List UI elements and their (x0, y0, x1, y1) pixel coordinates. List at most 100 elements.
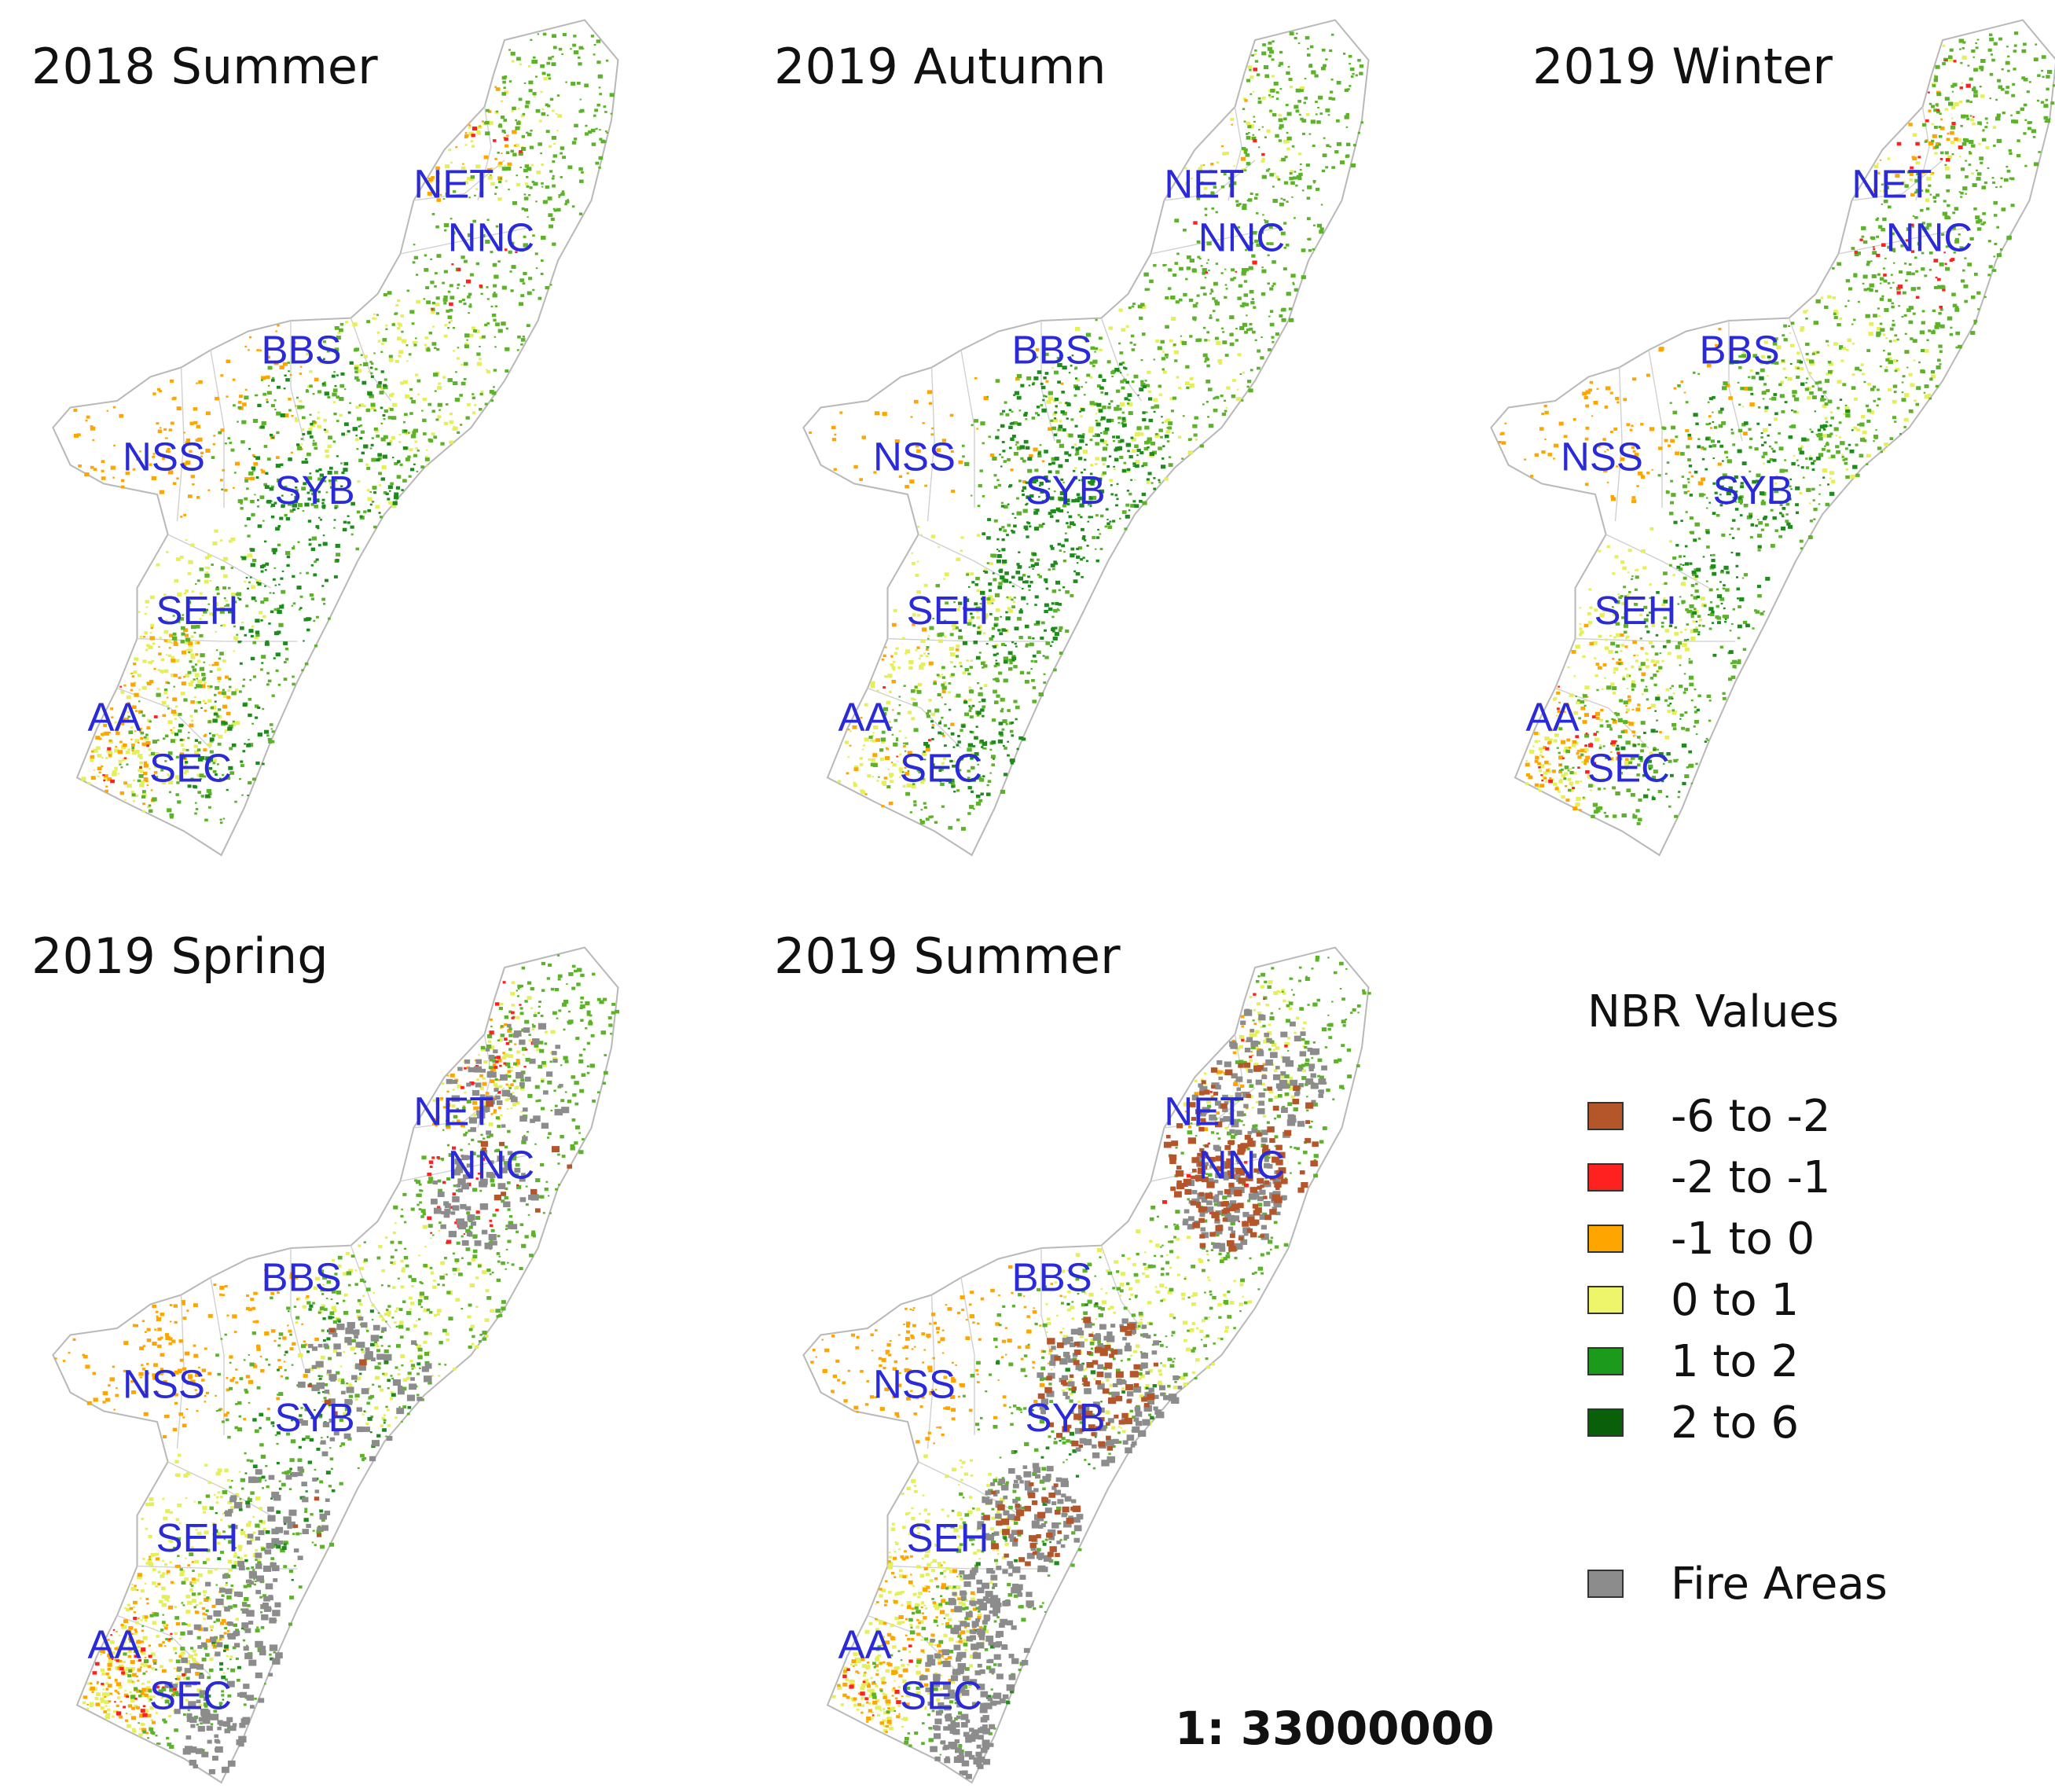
region-label: AA (839, 695, 892, 740)
region-label: SYB (1026, 1395, 1106, 1440)
bioregion-boundary (477, 106, 492, 201)
nbr-class-brown (293, 1100, 573, 1537)
bioregion-boundary (1851, 160, 1943, 201)
panel-title: 2019 Winter (1532, 38, 1833, 95)
legend-swatch (1587, 1102, 1624, 1130)
legend-swatch (1587, 1408, 1624, 1437)
region-label: NNC (1886, 215, 1973, 260)
nbr-class-orange (809, 99, 1248, 808)
bioregion-boundary (290, 1248, 305, 1369)
bioregion-boundary (960, 350, 975, 509)
legend-swatch (1587, 1286, 1624, 1314)
region-outline (802, 946, 1370, 1784)
map-panel-2019-autumn: 2019 Autumn NET NNC BBS NSS SYB SEH AA SEC (774, 0, 1450, 865)
legend-label: -1 to 0 (1671, 1213, 1815, 1265)
region-label: NSS (873, 1361, 956, 1406)
bioregion-boundary (290, 321, 305, 442)
bioregion-boundary (1100, 1245, 1143, 1329)
bioregion-boundary (918, 1461, 1022, 1516)
panel-title: 2019 Autumn (774, 38, 1106, 95)
map-legend: NBR Values -6 to -2 -2 to -1 -1 to 0 0 t… (1587, 986, 1996, 1615)
legend-label: 2 to 6 (1671, 1397, 1800, 1449)
bioregion-boundary (167, 1461, 271, 1516)
region-label: NSS (123, 434, 205, 479)
region-label: SEC (900, 1673, 982, 1718)
bioregion-boundary (1150, 226, 1283, 255)
map-panel-2019-summer: 2019 Summer NET NNC BBS NSS SYB SEH AA SEC (774, 927, 1450, 1792)
nbr-class-dark (1610, 355, 1858, 801)
bioregion-boundary (960, 1277, 975, 1436)
map-panel-2019-winter: 2019 Winter NET NNC BBS NSS SYB SEH AA SEC (1462, 0, 2055, 865)
bioregion-boundary (1150, 1154, 1283, 1182)
region-label: AA (88, 1622, 141, 1667)
region-label: AA (839, 1622, 892, 1667)
map-panel-2018-summer: 2018 Summer NET NNC BBS NSS SYB SEH AA SEC (24, 0, 699, 865)
bioregion-boundary (927, 367, 935, 522)
region-label: AA (88, 695, 141, 740)
region-label: SEC (1587, 746, 1670, 791)
region-label: NET (1164, 162, 1244, 207)
legend-swatch (1587, 1347, 1624, 1375)
region-label: NET (413, 162, 494, 207)
region-label: NNC (448, 1143, 535, 1188)
legend-swatch (1587, 1163, 1624, 1192)
region-outline (1490, 19, 2055, 857)
map-scale: 1: 33000000 (1175, 1702, 1495, 1755)
nbr-class-green (123, 954, 620, 1757)
region-label: SEH (907, 588, 989, 633)
region-label: NET (1851, 162, 1932, 207)
bioregion-boundary (116, 1614, 211, 1676)
region-label: BBS (1700, 327, 1780, 372)
region-label: NNC (1198, 215, 1286, 260)
nbr-class-red (1538, 59, 1975, 790)
nbr-class-brown (983, 1063, 1319, 1566)
bioregion-boundary (1728, 321, 1743, 442)
region-label: SYB (1026, 468, 1106, 512)
region-label: SEH (156, 588, 239, 633)
region-label: NET (413, 1089, 494, 1134)
nbr-class-red (102, 126, 523, 784)
nbr-class-dark (174, 358, 416, 799)
legend-item: -6 to -2 (1587, 1090, 1831, 1142)
panel-title: 2019 Spring (31, 927, 328, 985)
legend-label: -2 to -1 (1671, 1151, 1831, 1203)
region-label: BBS (262, 327, 342, 372)
bioregion-boundary (210, 350, 225, 509)
region-label: BBS (1012, 327, 1092, 372)
region-label: NNC (448, 215, 535, 260)
bioregion-boundary (167, 534, 271, 589)
nbr-class-orange (810, 1015, 1266, 1733)
bioregion-boundary (1614, 367, 1623, 522)
legend-item: 1 to 2 (1587, 1336, 1799, 1387)
region-label: NET (1164, 1089, 1244, 1134)
region-label: SEH (156, 1515, 239, 1560)
region-outline (52, 19, 619, 857)
region-label: BBS (1012, 1254, 1092, 1299)
legend-item: -1 to 0 (1587, 1213, 1815, 1265)
legend-swatch (1587, 1225, 1624, 1253)
region-label: SYB (275, 1395, 355, 1440)
region-label: BBS (262, 1254, 342, 1299)
bioregion-boundary (176, 367, 185, 522)
legend-item: 0 to 1 (1587, 1275, 1799, 1326)
nbr-class-green (1556, 31, 2055, 825)
legend-label: -6 to -2 (1671, 1090, 1831, 1142)
region-label: SEC (149, 1673, 232, 1718)
region-label: SEC (900, 746, 982, 791)
nbr-class-green (868, 31, 1364, 831)
region-label: AA (1526, 695, 1580, 740)
region-label: SYB (275, 468, 355, 512)
region-label: SEH (1594, 588, 1677, 633)
legend-item: -2 to -1 (1587, 1151, 1831, 1203)
legend-item: 2 to 6 (1587, 1397, 1800, 1449)
bioregion-boundary (1915, 106, 1930, 201)
map-panel-2019-spring: 2019 Spring NET NNC BBS NSS SYB SEH AA SEC (24, 927, 699, 1792)
